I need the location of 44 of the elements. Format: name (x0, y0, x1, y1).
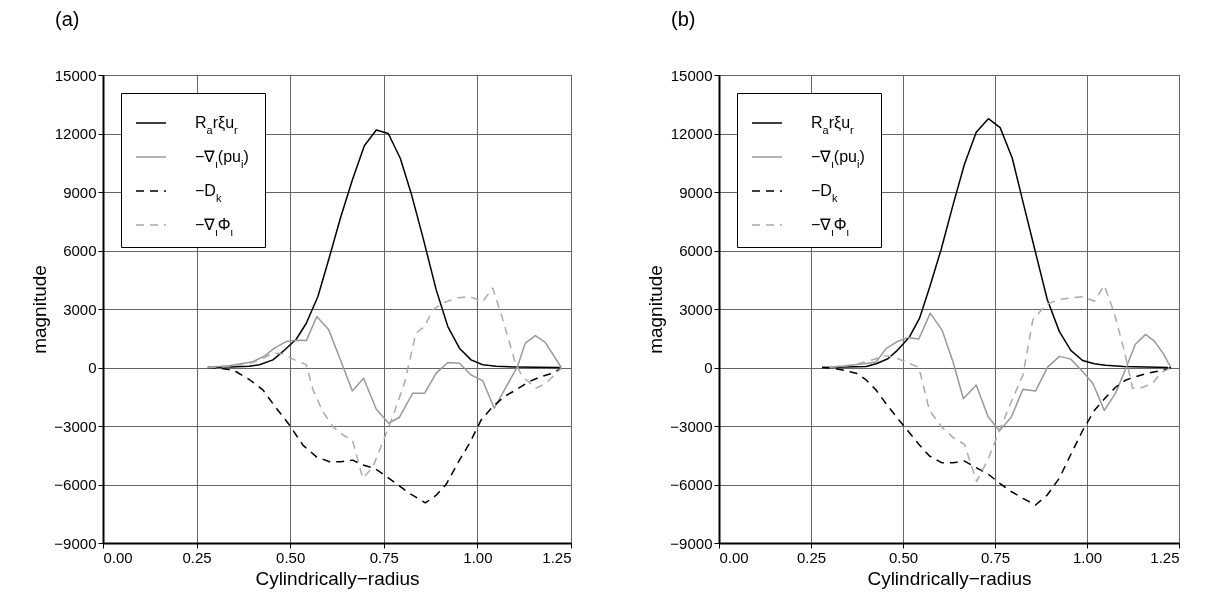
legend-label: −∇$_{ι}$(pu$_{i}$) (195, 148, 249, 170)
y-tick-label: 9000 (679, 183, 713, 201)
legend-label: −∇$_{ι}$Φ$_{ι}$ (811, 216, 850, 238)
chart-title: (a) (55, 8, 80, 30)
chart-title: (b) (671, 8, 696, 30)
y-tick-label: 15000 (670, 66, 713, 84)
x-tick-label: 1.00 (463, 548, 493, 566)
legend-label: R$_{a}$rξu$_{r}$ (811, 114, 855, 136)
y-tick-label: 0 (704, 359, 713, 376)
x-tick-label: 0.75 (980, 548, 1011, 566)
y-tick-label: 6000 (63, 242, 97, 259)
legend-label: −∇$_{ι}$(pu$_{i}$) (811, 148, 865, 170)
y-tick-label: −3000 (54, 417, 97, 435)
x-tick-label: 0.00 (103, 548, 133, 566)
x-tick-label: 1.00 (1072, 548, 1103, 566)
x-axis-title: Cylindrically−radius (867, 567, 1032, 589)
x-tick-label: 1.25 (542, 548, 572, 566)
legend-label: R$_{a}$rξu$_{r}$ (195, 114, 239, 136)
legend-label: −∇$_{ι}$Φ$_{ι}$ (195, 216, 234, 238)
y-tick-label: 15000 (54, 66, 97, 84)
y-tick-label: 3000 (679, 300, 713, 318)
x-tick-label: 0.75 (369, 548, 399, 566)
y-axis-title: magnitude (645, 265, 667, 354)
x-tick-label: 1.25 (1150, 548, 1180, 566)
x-tick-label: 0.00 (719, 548, 749, 566)
y-axis-title: magnitude (29, 265, 51, 354)
y-tick-label: 0 (88, 359, 97, 376)
legend-label: −D$_{k}$ (195, 182, 222, 204)
y-tick-label: 6000 (679, 242, 713, 259)
y-tick-label: −3000 (670, 417, 713, 435)
y-tick-label: −9000 (670, 534, 713, 552)
y-tick-label: 9000 (63, 183, 97, 201)
y-tick-label: 12000 (670, 125, 713, 142)
legend-label: −D$_{k}$ (811, 182, 838, 204)
x-tick-label: 0.50 (276, 548, 306, 566)
x-tick-label: 0.50 (888, 548, 919, 566)
y-tick-label: 12000 (54, 125, 97, 142)
x-tick-label: 0.25 (182, 548, 212, 566)
y-tick-label: −6000 (670, 476, 713, 493)
y-tick-label: −6000 (54, 476, 97, 493)
y-tick-label: −9000 (54, 534, 97, 552)
x-tick-label: 0.25 (796, 548, 827, 566)
y-tick-label: 3000 (63, 300, 97, 318)
x-axis-title: Cylindrically−radius (255, 567, 420, 589)
